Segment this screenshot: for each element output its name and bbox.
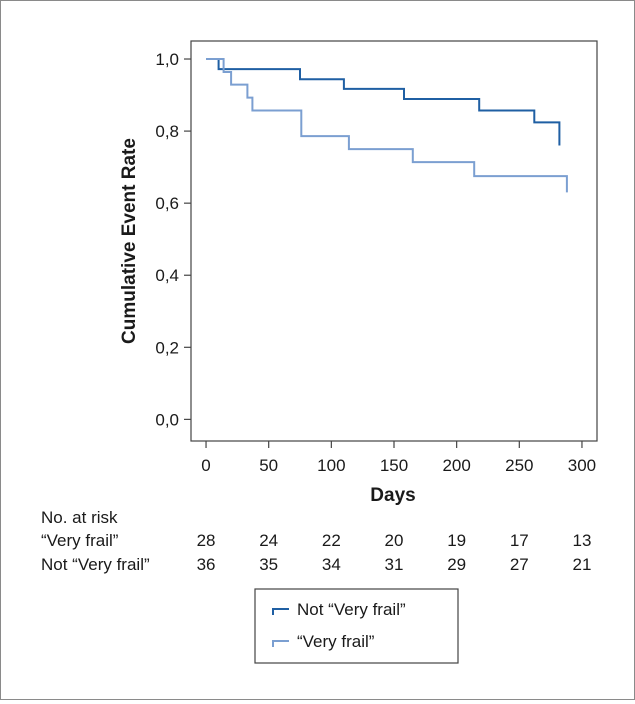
y-tick-label: 0,8 (155, 122, 179, 141)
legend-swatch-not-very-frail (272, 608, 289, 615)
series-line-not-very-frail (206, 58, 561, 146)
legend-box (254, 588, 459, 664)
risk-value: 34 (322, 555, 341, 574)
risk-value: 13 (573, 531, 592, 550)
legend-swatch-very-frail (272, 640, 289, 647)
risk-value: 17 (510, 531, 529, 550)
legend-label-very-frail: “Very frail” (297, 632, 375, 651)
x-tick-label: 250 (505, 456, 533, 475)
risk-value: 19 (447, 531, 466, 550)
y-tick-label: 0,2 (155, 338, 179, 357)
y-axis: 0,0 0,2 0,4 0,6 0,8 1,0 (155, 50, 191, 429)
x-tick-label: 0 (201, 456, 210, 475)
x-tick-label: 200 (442, 456, 470, 475)
risk-value: 24 (259, 531, 278, 550)
x-tick-label: 150 (380, 456, 408, 475)
y-tick-label: 1,0 (155, 50, 179, 69)
y-axis-title: Cumulative Event Rate (119, 138, 140, 344)
risk-value: 28 (197, 531, 216, 550)
risk-table-title: No. at risk (41, 508, 118, 527)
risk-value: 29 (447, 555, 466, 574)
risk-row-label: Not “Very frail” (41, 555, 150, 574)
y-tick-label: 0,6 (155, 194, 179, 213)
legend-label-not-very-frail: Not “Very frail” (297, 600, 406, 619)
risk-values: 28 24 22 20 19 17 13 36 35 34 31 29 27 21 (197, 531, 592, 574)
x-tick-label: 300 (568, 456, 596, 475)
series-line-very-frail (206, 58, 568, 193)
x-tick-label: 50 (259, 456, 278, 475)
y-tick-label: 0,4 (155, 266, 179, 285)
risk-value: 20 (385, 531, 404, 550)
risk-row-label: “Very frail” (41, 531, 119, 550)
y-tick-label: 0,0 (155, 410, 179, 429)
x-axis: 0 50 100 150 200 250 300 (201, 441, 596, 475)
series-layer (206, 58, 568, 193)
risk-value: 35 (259, 555, 278, 574)
risk-value: 36 (197, 555, 216, 574)
risk-value: 22 (322, 531, 341, 550)
x-axis-title: Days (370, 485, 415, 506)
risk-value: 27 (510, 555, 529, 574)
x-tick-label: 100 (317, 456, 345, 475)
risk-value: 31 (385, 555, 404, 574)
risk-value: 21 (573, 555, 592, 574)
